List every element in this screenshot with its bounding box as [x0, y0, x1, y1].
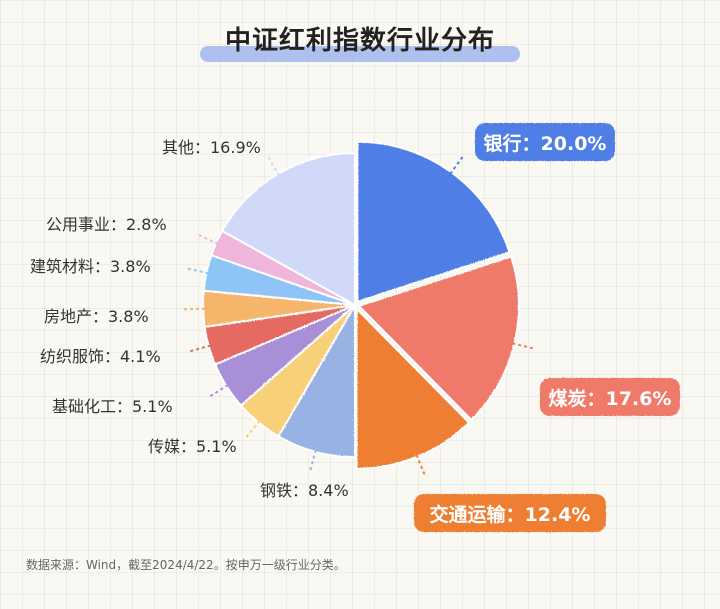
slice-label: 煤炭：17.6%	[549, 388, 672, 410]
leader-line	[449, 155, 464, 175]
slice-label: 其他：16.9%	[162, 138, 261, 157]
slice-label: 纺织服饰：4.1%	[40, 347, 161, 366]
chart-title: 中证红利指数行业分布	[224, 26, 495, 56]
callout-box	[414, 494, 606, 532]
leader-line	[197, 233, 219, 245]
callout-box	[540, 378, 680, 416]
slice-label: 建筑材料：3.8%	[30, 257, 151, 276]
title-block: 中证红利指数行业分布	[200, 20, 520, 64]
slice-label: 基础化工：5.1%	[52, 397, 173, 416]
slice-label: 交通运输：12.4%	[430, 503, 591, 526]
source-note: 数据来源：Wind，截至2024/4/22。按申万一级行业分类。	[26, 558, 346, 572]
slice-label: 公用事业：2.8%	[46, 215, 167, 234]
slice-label: 传媒：5.1%	[148, 437, 237, 456]
leader-line	[208, 384, 229, 398]
leader-line	[245, 420, 261, 439]
slice-label: 钢铁：8.4%	[260, 481, 349, 500]
title-underline	[200, 46, 520, 62]
leader-line	[186, 267, 209, 275]
leader-line	[415, 454, 426, 476]
leader-line	[267, 156, 280, 177]
callout-box	[475, 123, 615, 161]
leader-line	[189, 344, 211, 353]
leader-line	[512, 342, 535, 350]
slice-label: 房地产：3.8%	[44, 307, 149, 326]
leader-line	[309, 449, 317, 472]
leader-line	[183, 307, 206, 311]
slice-label: 银行：20.0%	[484, 132, 607, 155]
